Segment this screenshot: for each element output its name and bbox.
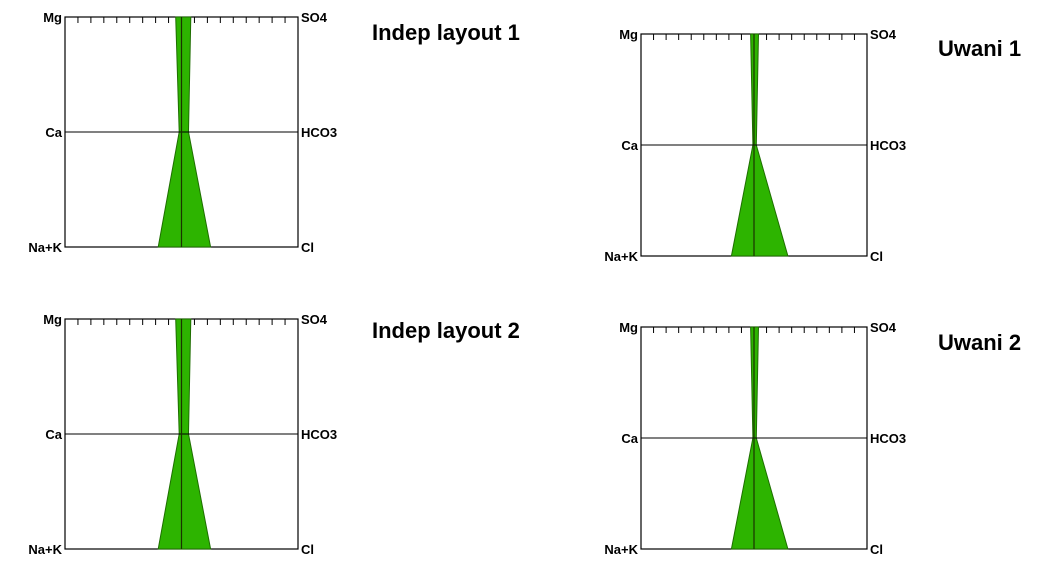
cation-label-ca: Ca xyxy=(621,138,638,153)
stiff-chart-panel-1: Mg Ca Na+K SO4 HCO3 Cl Indep layout 1 xyxy=(28,10,520,255)
stiff-chart-panel-3: Mg Ca Na+K SO4 HCO3 Cl Indep layout 2 xyxy=(28,312,520,557)
anion-label-cl: Cl xyxy=(870,542,883,557)
cation-label-ca: Ca xyxy=(45,125,62,140)
anion-label-hco3: HCO3 xyxy=(870,431,906,446)
anion-label-hco3: HCO3 xyxy=(870,138,906,153)
anion-label-so4: SO4 xyxy=(870,320,897,335)
cation-label-mg: Mg xyxy=(619,320,638,335)
chart-title: Indep layout 2 xyxy=(372,318,520,343)
stiff-chart-panel-2: Mg Ca Na+K SO4 HCO3 Cl Uwani 1 xyxy=(604,27,1021,264)
cation-label-ca: Ca xyxy=(621,431,638,446)
cation-label-ca: Ca xyxy=(45,427,62,442)
cation-label-nak: Na+K xyxy=(28,240,62,255)
anion-label-so4: SO4 xyxy=(301,312,328,327)
cation-label-mg: Mg xyxy=(43,312,62,327)
stiff-chart-panel-4: Mg Ca Na+K SO4 HCO3 Cl Uwani 2 xyxy=(604,320,1021,557)
cation-label-nak: Na+K xyxy=(28,542,62,557)
anion-label-hco3: HCO3 xyxy=(301,427,337,442)
cation-label-nak: Na+K xyxy=(604,542,638,557)
anion-label-hco3: HCO3 xyxy=(301,125,337,140)
chart-title: Indep layout 1 xyxy=(372,20,520,45)
anion-label-cl: Cl xyxy=(301,240,314,255)
chart-title: Uwani 2 xyxy=(938,330,1021,355)
anion-label-so4: SO4 xyxy=(301,10,328,25)
chart-title: Uwani 1 xyxy=(938,36,1021,61)
anion-label-cl: Cl xyxy=(870,249,883,264)
cation-label-mg: Mg xyxy=(43,10,62,25)
anion-label-cl: Cl xyxy=(301,542,314,557)
cation-label-mg: Mg xyxy=(619,27,638,42)
anion-label-so4: SO4 xyxy=(870,27,897,42)
cation-label-nak: Na+K xyxy=(604,249,638,264)
